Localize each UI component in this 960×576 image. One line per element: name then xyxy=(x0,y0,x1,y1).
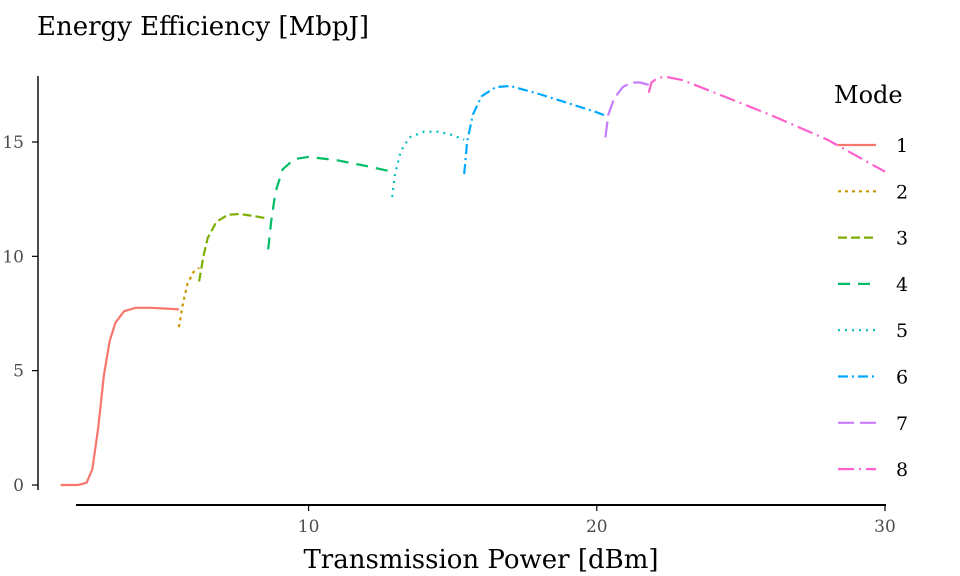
legend-label-mode-7: 7 xyxy=(896,413,908,435)
legend-title: Mode xyxy=(834,81,903,109)
legend-label-mode-3: 3 xyxy=(896,228,908,250)
series-line-mode-2 xyxy=(177,266,200,328)
series-line-mode-1 xyxy=(60,306,179,487)
x-tick-label: 30 xyxy=(874,517,896,537)
x-tick-label: 20 xyxy=(586,517,608,537)
x-axis-title: Transmission Power [dBm] xyxy=(303,545,658,575)
y-axis-title: Energy Efficiency [MbpJ] xyxy=(37,12,369,42)
series-line-mode-7 xyxy=(604,81,649,138)
y-tick-label: 10 xyxy=(2,247,24,267)
legend-label-mode-6: 6 xyxy=(896,367,908,389)
legend-label-mode-4: 4 xyxy=(896,274,908,296)
legend-label-mode-2: 2 xyxy=(896,181,908,203)
y-axis-ticks: 0 5 10 15 xyxy=(2,133,38,496)
y-tick-label: 5 xyxy=(13,362,24,382)
series-line-mode-8 xyxy=(647,75,886,173)
y-tick-label: 0 xyxy=(13,476,24,496)
plot-area xyxy=(60,75,886,487)
series-line-mode-3 xyxy=(198,212,269,282)
legend: Mode 1 2 3 4 5 6 7 8 xyxy=(834,81,908,481)
legend-label-mode-1: 1 xyxy=(896,135,908,157)
series-line-mode-4 xyxy=(267,155,393,250)
x-tick-label: 10 xyxy=(298,517,320,537)
series-line-mode-6 xyxy=(463,84,606,175)
y-tick-label: 15 xyxy=(2,133,24,153)
series-line-mode-5 xyxy=(391,130,465,198)
x-axis-ticks: 10 20 30 xyxy=(298,505,896,537)
legend-label-mode-8: 8 xyxy=(896,459,908,481)
legend-label-mode-5: 5 xyxy=(896,320,908,342)
